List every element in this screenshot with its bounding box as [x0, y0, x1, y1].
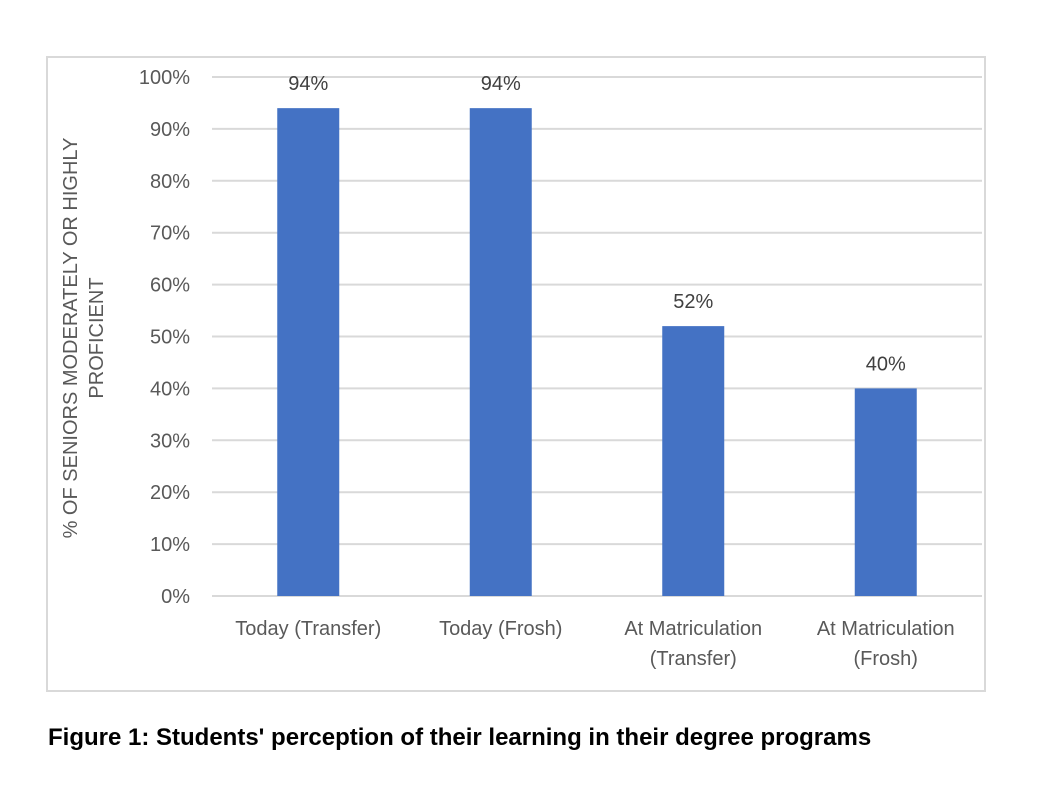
- data-label: 94%: [481, 73, 521, 95]
- y-tick-label: 80%: [150, 171, 190, 193]
- bar: [277, 108, 340, 596]
- y-tick-label: 40%: [150, 378, 190, 400]
- y-axis-label: % OF SENIORS MODERATELY OR HIGHLY PROFIC…: [60, 137, 108, 539]
- bar: [469, 108, 532, 596]
- y-tick-label: 60%: [150, 275, 190, 297]
- x-tick-label-line: Today (Transfer): [235, 618, 382, 640]
- data-label: 40%: [866, 353, 906, 375]
- x-tick-label-line: (Transfer): [649, 648, 737, 670]
- x-tick-label: Today (Frosh): [406, 614, 596, 644]
- x-tick-label: At Matriculation (Frosh): [791, 614, 981, 674]
- figure-caption: Figure 1: Students' perception of their …: [48, 724, 872, 751]
- y-tick-label: 70%: [150, 223, 190, 245]
- x-tick-label: At Matriculation (Transfer): [598, 614, 788, 674]
- x-tick-label: Today (Transfer): [213, 614, 403, 644]
- y-tick-label: 100%: [139, 67, 190, 89]
- y-tick-label: 30%: [150, 430, 190, 452]
- x-tick-label-line: (Frosh): [853, 648, 918, 670]
- y-tick-label: 20%: [150, 482, 190, 504]
- y-tick-label: 90%: [150, 119, 190, 141]
- x-tick-label-line: Today (Frosh): [439, 618, 563, 640]
- data-label: 94%: [288, 73, 328, 95]
- data-label: 52%: [673, 291, 713, 313]
- y-tick-label: 0%: [161, 586, 190, 608]
- bar: [662, 326, 725, 596]
- y-tick-label: 50%: [150, 327, 190, 349]
- x-tick-label-line: At Matriculation: [624, 618, 763, 640]
- bar: [854, 388, 917, 596]
- y-tick-label: 10%: [150, 534, 190, 556]
- x-tick-label-line: At Matriculation: [816, 618, 955, 640]
